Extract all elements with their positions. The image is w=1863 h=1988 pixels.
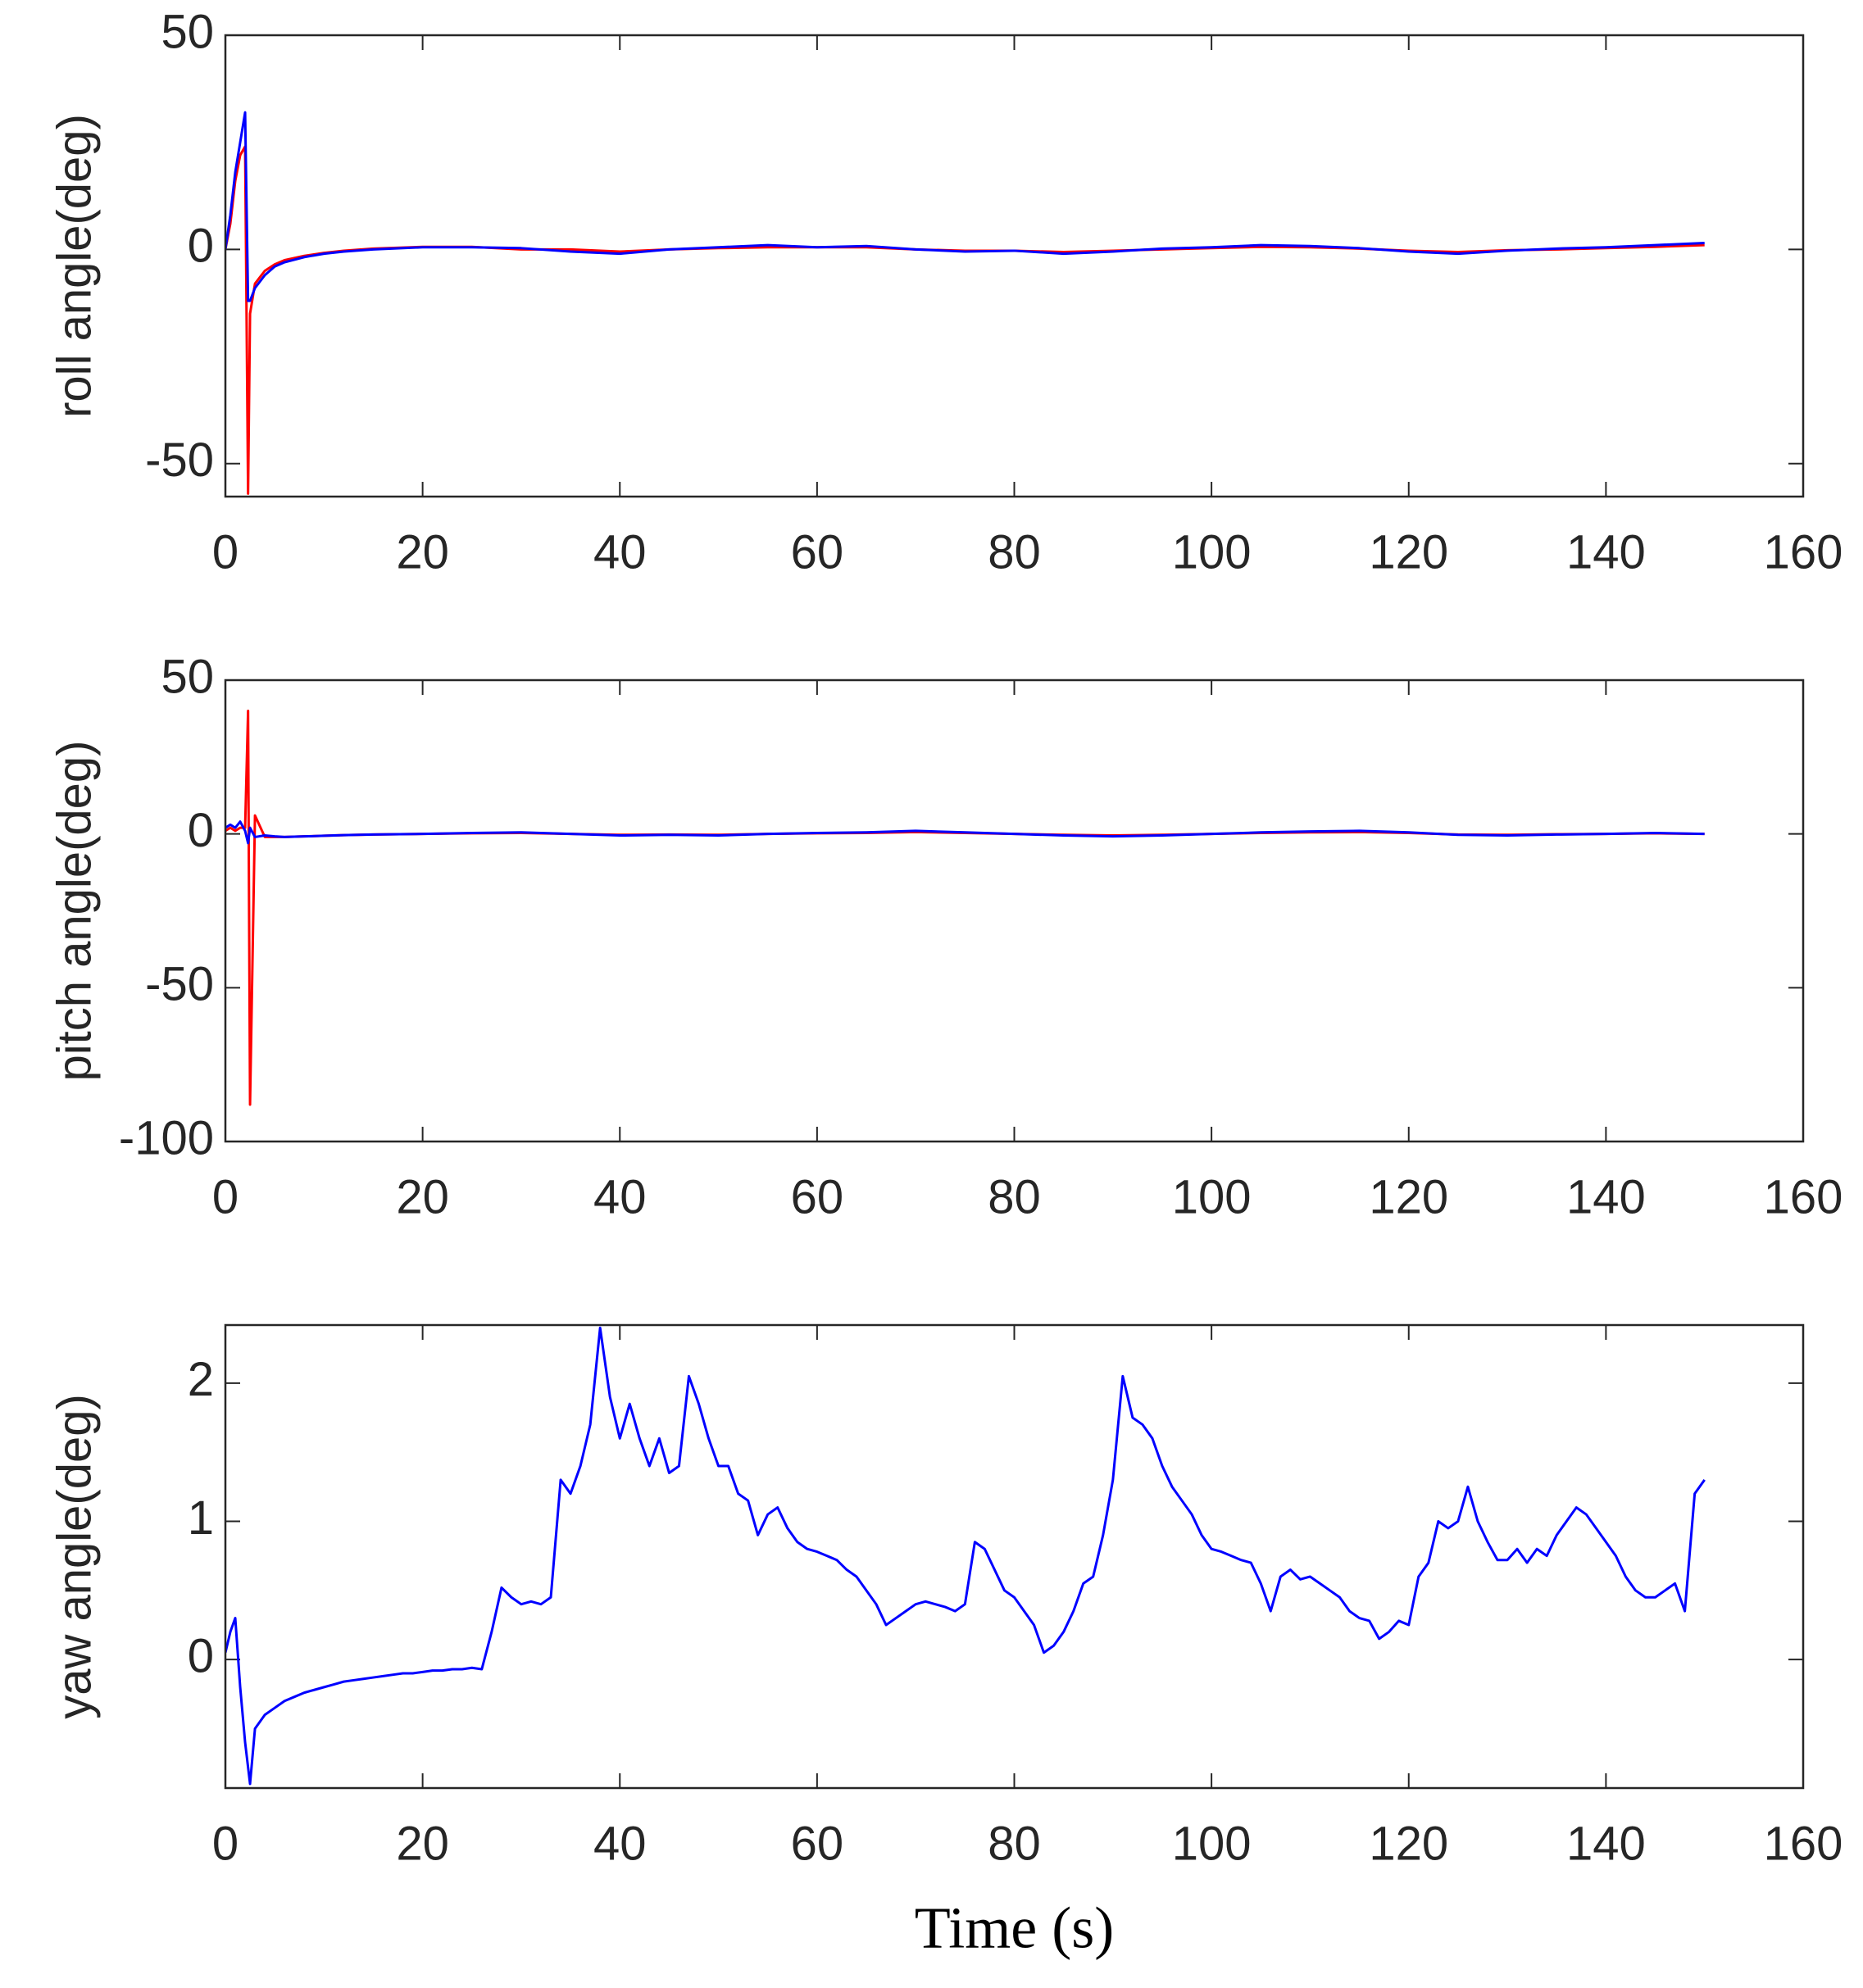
x-tick-label: 160 xyxy=(1764,1817,1843,1870)
x-tick-label: 120 xyxy=(1369,525,1448,579)
x-tick-label: 0 xyxy=(212,525,239,579)
x-tick-label: 40 xyxy=(593,1170,647,1223)
axes-box xyxy=(224,679,1805,1143)
x-axis-label: Time (s) xyxy=(915,1895,1114,1961)
x-tick-label: 140 xyxy=(1566,1817,1646,1870)
y-tick-label: 50 xyxy=(161,5,214,58)
axes-box xyxy=(224,1323,1805,1790)
y-tick-label: 0 xyxy=(188,220,214,273)
x-tick-label: 0 xyxy=(212,1817,239,1870)
x-tick-label: 160 xyxy=(1764,525,1843,579)
y-axis-label: roll angle(deg) xyxy=(48,114,101,418)
x-tick-label: 80 xyxy=(988,1817,1041,1870)
y-axis-label: pitch angle(deg) xyxy=(48,741,101,1082)
x-tick-label: 20 xyxy=(396,1817,449,1870)
x-tick-label: 20 xyxy=(396,1170,449,1223)
y-tick-label: -50 xyxy=(145,958,214,1011)
x-tick-label: 0 xyxy=(212,1170,239,1223)
x-tick-label: 120 xyxy=(1369,1817,1448,1870)
y-tick-label: -50 xyxy=(145,433,214,487)
x-tick-label: 140 xyxy=(1566,525,1646,579)
y-tick-label: 2 xyxy=(188,1353,214,1406)
series-line xyxy=(225,820,1705,845)
y-tick-label: 50 xyxy=(161,650,214,703)
x-tick-label: 80 xyxy=(988,525,1041,579)
x-tick-label: 120 xyxy=(1369,1170,1448,1223)
x-tick-label: 100 xyxy=(1172,1170,1252,1223)
x-tick-label: 20 xyxy=(396,525,449,579)
y-tick-label: 0 xyxy=(188,1629,214,1682)
x-tick-label: 60 xyxy=(791,1817,844,1870)
x-tick-label: 100 xyxy=(1172,1817,1252,1870)
x-tick-label: 100 xyxy=(1172,525,1252,579)
y-tick-label: -100 xyxy=(119,1111,214,1164)
y-tick-label: 0 xyxy=(188,804,214,857)
axes-box xyxy=(224,34,1805,498)
x-tick-label: 140 xyxy=(1566,1170,1646,1223)
y-tick-label: 1 xyxy=(188,1491,214,1545)
series-line xyxy=(225,1326,1706,1786)
x-tick-label: 80 xyxy=(988,1170,1041,1223)
series-line xyxy=(225,145,1705,495)
x-tick-label: 60 xyxy=(791,525,844,579)
x-tick-label: 160 xyxy=(1764,1170,1843,1223)
y-axis-label: yaw angle(deg) xyxy=(48,1394,101,1719)
x-tick-label: 40 xyxy=(593,525,647,579)
series-line xyxy=(225,111,1705,302)
x-tick-label: 40 xyxy=(593,1817,647,1870)
series-line xyxy=(225,710,1705,1106)
x-tick-label: 60 xyxy=(791,1170,844,1223)
